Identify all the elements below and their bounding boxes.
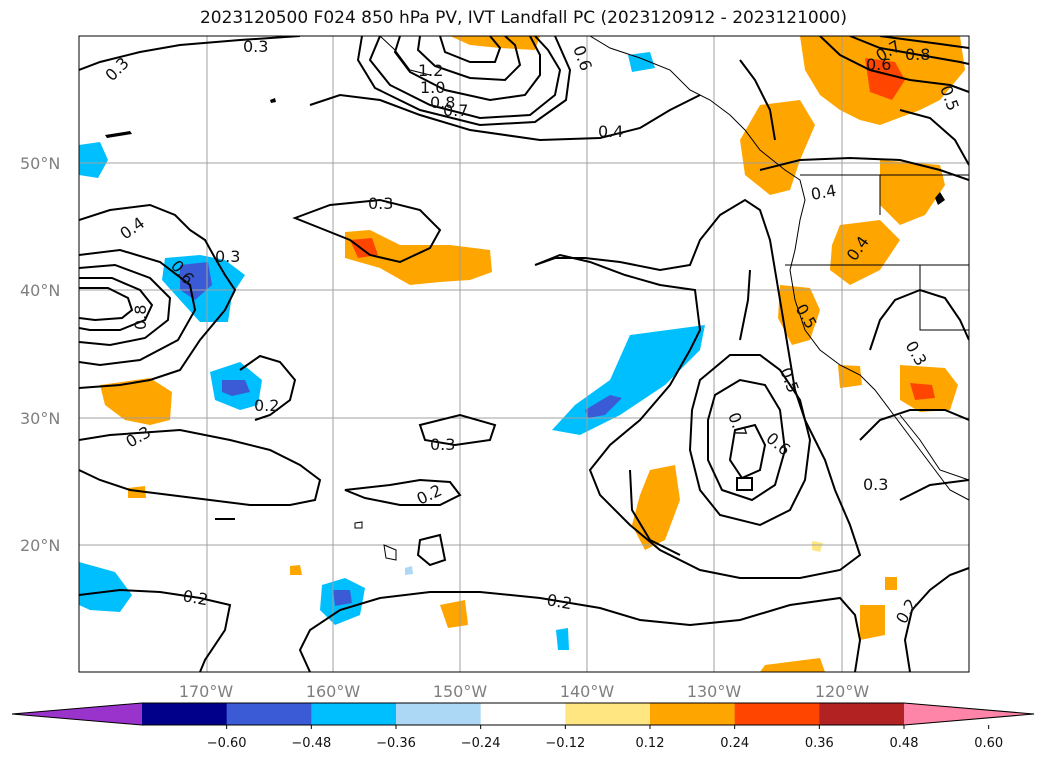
svg-text:0.7: 0.7 bbox=[443, 101, 468, 120]
svg-text:0.3: 0.3 bbox=[863, 475, 888, 494]
colorbar-extend-low bbox=[12, 703, 142, 725]
svg-text:0.8: 0.8 bbox=[430, 93, 455, 112]
map-frame bbox=[78, 35, 970, 673]
colorbar-segment bbox=[565, 703, 651, 725]
svg-text:1.0: 1.0 bbox=[420, 78, 445, 97]
lon-label: 170°W bbox=[179, 682, 234, 701]
lon-label: 150°W bbox=[433, 682, 488, 701]
svg-text:0.3: 0.3 bbox=[430, 435, 455, 454]
svg-text:0.4: 0.4 bbox=[809, 181, 837, 204]
svg-text:1.2: 1.2 bbox=[418, 61, 443, 80]
svg-text:0.2: 0.2 bbox=[181, 586, 209, 609]
islands bbox=[105, 98, 945, 520]
colorbar-segment bbox=[226, 703, 312, 725]
svg-text:0.3: 0.3 bbox=[368, 194, 393, 213]
colorbar-segment bbox=[311, 703, 397, 725]
colorbar-tick-label: 0.12 bbox=[636, 736, 665, 751]
svg-text:0.6: 0.6 bbox=[866, 55, 891, 74]
coastlines bbox=[354, 36, 969, 561]
colorbar-tick-label: −0.36 bbox=[376, 736, 416, 751]
svg-text:0.3: 0.3 bbox=[215, 247, 240, 266]
pv-contours bbox=[79, 36, 969, 672]
lon-label: 120°W bbox=[815, 682, 870, 701]
lat-label: 30°N bbox=[20, 409, 60, 428]
lon-label: 130°W bbox=[687, 682, 742, 701]
latitude-labels: 50°N 40°N 30°N 20°N bbox=[20, 154, 60, 555]
negative-pv-shading bbox=[79, 52, 705, 650]
colorbar-segment bbox=[819, 703, 905, 725]
colorbar-tick-label: 0.60 bbox=[974, 736, 1003, 751]
colorbar-tick-label: 0.36 bbox=[805, 736, 834, 751]
colorbar-extend-high bbox=[904, 703, 1034, 725]
colorbar-tick-label: 0.24 bbox=[720, 736, 749, 751]
colorbar-segment bbox=[480, 703, 566, 725]
colorbar-ticks: −0.60 −0.48 −0.36 −0.24 −0.12 0.12 0.24 0.36 0.4… bbox=[207, 725, 1003, 751]
colorbar-outline bbox=[11, 702, 1035, 726]
svg-text:0.8: 0.8 bbox=[905, 45, 930, 64]
colorbar-tick-label: −0.24 bbox=[461, 736, 501, 751]
colorbar-segment bbox=[396, 703, 482, 725]
colorbar bbox=[11, 702, 1035, 726]
svg-text:0.4: 0.4 bbox=[598, 122, 623, 141]
lat-label: 40°N bbox=[20, 281, 60, 300]
colorbar-segment bbox=[142, 703, 228, 725]
svg-text:0.3: 0.3 bbox=[243, 37, 268, 56]
lon-label: 140°W bbox=[560, 682, 615, 701]
longitude-labels: 170°W 160°W 150°W 140°W 130°W 120°W bbox=[179, 682, 870, 701]
lat-label: 20°N bbox=[20, 536, 60, 555]
svg-text:0.2: 0.2 bbox=[545, 590, 573, 613]
colorbar-tick-label: −0.12 bbox=[545, 736, 585, 751]
map-title: 2023120500 F024 850 hPa PV, IVT Landfall… bbox=[199, 8, 847, 28]
colorbar-tick-label: −0.60 bbox=[207, 736, 247, 751]
svg-text:0.2: 0.2 bbox=[254, 396, 279, 415]
colorbar-segment bbox=[734, 703, 820, 725]
lon-label: 160°W bbox=[306, 682, 361, 701]
colorbar-segment bbox=[650, 703, 736, 725]
colorbar-tick-label: −0.48 bbox=[291, 736, 331, 751]
colorbar-tick-label: 0.48 bbox=[890, 736, 919, 751]
graticule bbox=[79, 36, 969, 672]
lat-label: 50°N bbox=[20, 154, 60, 173]
svg-text:0.8: 0.8 bbox=[131, 305, 150, 330]
map-background bbox=[79, 36, 969, 672]
